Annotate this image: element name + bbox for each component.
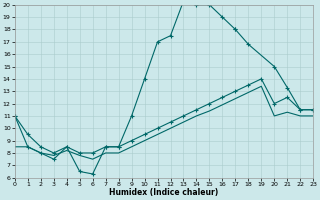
X-axis label: Humidex (Indice chaleur): Humidex (Indice chaleur) [109, 188, 219, 197]
